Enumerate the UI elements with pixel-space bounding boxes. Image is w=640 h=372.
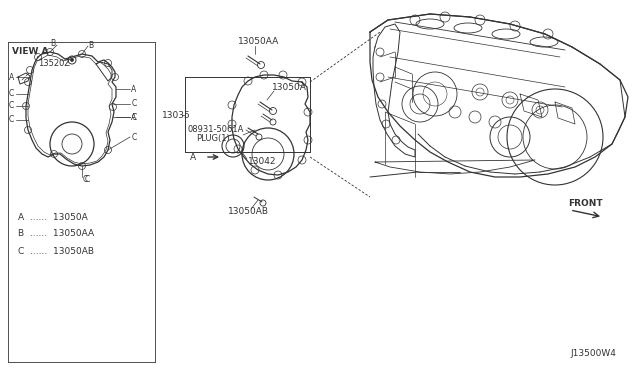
Text: PLUG(1): PLUG(1) [196,135,230,144]
Text: C: C [85,176,90,185]
Text: C: C [9,115,14,125]
Text: C: C [132,112,137,122]
Text: B: B [51,39,56,48]
Text: C: C [132,132,137,141]
Circle shape [70,58,74,61]
Text: VIEW A: VIEW A [12,48,49,57]
Text: A: A [9,73,14,81]
Text: 08931-5061A: 08931-5061A [188,125,244,135]
Text: B  ......  13050AA: B ...... 13050AA [18,230,94,238]
Text: A  ......  13050A: A ...... 13050A [18,212,88,221]
Text: 13520Z: 13520Z [38,60,70,68]
Text: A: A [190,153,196,161]
Text: C: C [83,176,88,185]
Text: A: A [131,84,136,93]
Text: J13500W4: J13500W4 [570,350,616,359]
Text: A: A [131,112,136,122]
Text: 13035: 13035 [162,110,191,119]
Text: C: C [9,90,14,99]
Text: C  ......  13050AB: C ...... 13050AB [18,247,94,256]
Text: 13050A: 13050A [272,83,307,92]
Text: 13042: 13042 [248,157,276,167]
Text: B: B [88,41,93,49]
Text: FRONT: FRONT [568,199,603,208]
Text: C: C [9,102,14,110]
Text: 13050AA: 13050AA [238,38,279,46]
Text: 13050AB: 13050AB [228,208,269,217]
Text: C: C [132,99,137,109]
